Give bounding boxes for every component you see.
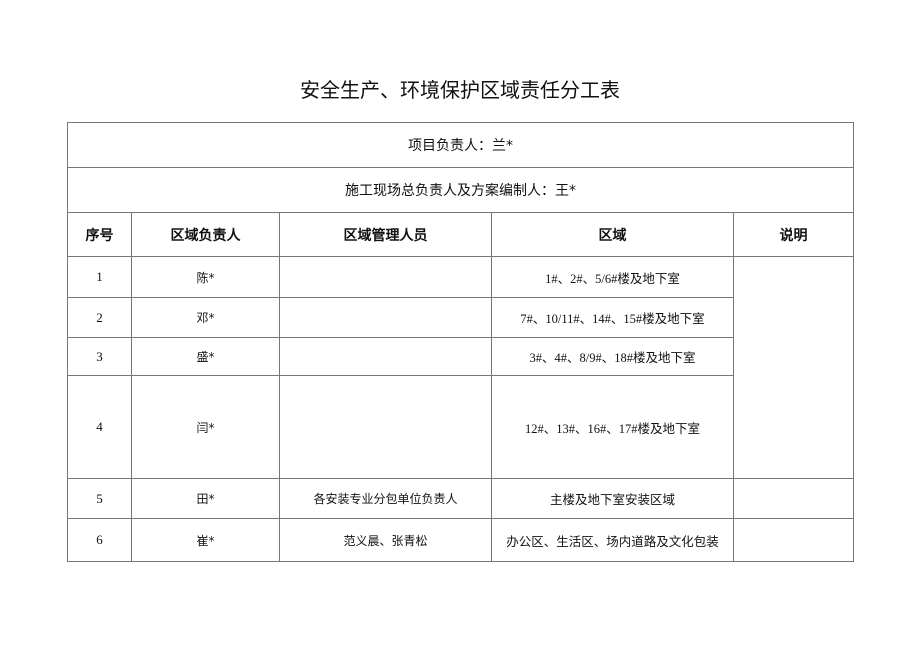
row-area: 主楼及地下室安装区域 (491, 478, 734, 519)
row-note (732, 478, 855, 519)
header-leader: 区域负责人 (131, 212, 280, 257)
row-no: 6 (67, 518, 132, 562)
row-area: 12#、13#、16#、17#楼及地下室 (491, 375, 734, 479)
row-note (732, 518, 855, 562)
row-staff: 各安装专业分包单位负责人 (279, 478, 492, 519)
row-staff (279, 375, 492, 479)
table-row: 6 崔* 范义晨、张青松 办公区、生活区、场内道路及文化包装 (67, 518, 855, 562)
table-row: 5 田* 各安装专业分包单位负责人 主楼及地下室安装区域 (67, 478, 855, 519)
header-note: 说明 (732, 212, 855, 257)
project-leader: 项目负责人：兰* (66, 122, 855, 168)
table-row: 1 陈* 1#、2#、5/6#楼及地下室 (67, 256, 855, 479)
table-row: 3 盛* 3#、4#、8/9#、18#楼及地下室 (67, 337, 854, 376)
row-leader: 邓* (131, 297, 280, 338)
header-no: 序号 (67, 212, 132, 257)
row-note (732, 256, 855, 479)
row-leader: 陈* (131, 256, 280, 298)
row-staff (279, 337, 492, 376)
row-no: 2 (67, 297, 132, 338)
row-leader: 闫* (131, 375, 280, 479)
row-leader: 盛* (131, 337, 280, 376)
header-staff: 区域管理人员 (279, 212, 492, 257)
row-no: 1 (67, 256, 132, 298)
row-area: 1#、2#、5/6#楼及地下室 (491, 256, 734, 298)
row-area: 3#、4#、8/9#、18#楼及地下室 (491, 337, 734, 376)
row-leader: 崔* (131, 518, 280, 562)
header-row: 序号 区域负责人 区域管理人员 区域 说明 (67, 212, 855, 257)
document-title: 安全生产、环境保护区域责任分工表 (300, 78, 620, 102)
row-leader: 田* (131, 478, 280, 519)
row-staff: 范义晨、张青松 (279, 518, 492, 562)
header-area: 区域 (491, 212, 734, 257)
row-staff (279, 256, 492, 298)
row-no: 4 (67, 375, 132, 479)
row-area: 办公区、生活区、场内道路及文化包装 (491, 518, 734, 562)
row-no: 5 (67, 478, 132, 519)
row-area: 7#、10/11#、14#、15#楼及地下室 (491, 297, 734, 338)
responsibility-table: 项目负责人：兰* 施工现场总负责人及方案编制人：王* 序号 区域负责人 区域管理… (66, 122, 855, 562)
table-row: 2 邓* 7#、10/11#、14#、15#楼及地下室 (67, 297, 854, 338)
site-leader: 施工现场总负责人及方案编制人：王* (66, 167, 855, 213)
row-staff (279, 297, 492, 338)
row-no: 3 (67, 337, 132, 376)
table-row: 4 闫* 12#、13#、16#、17#楼及地下室 (67, 375, 854, 479)
